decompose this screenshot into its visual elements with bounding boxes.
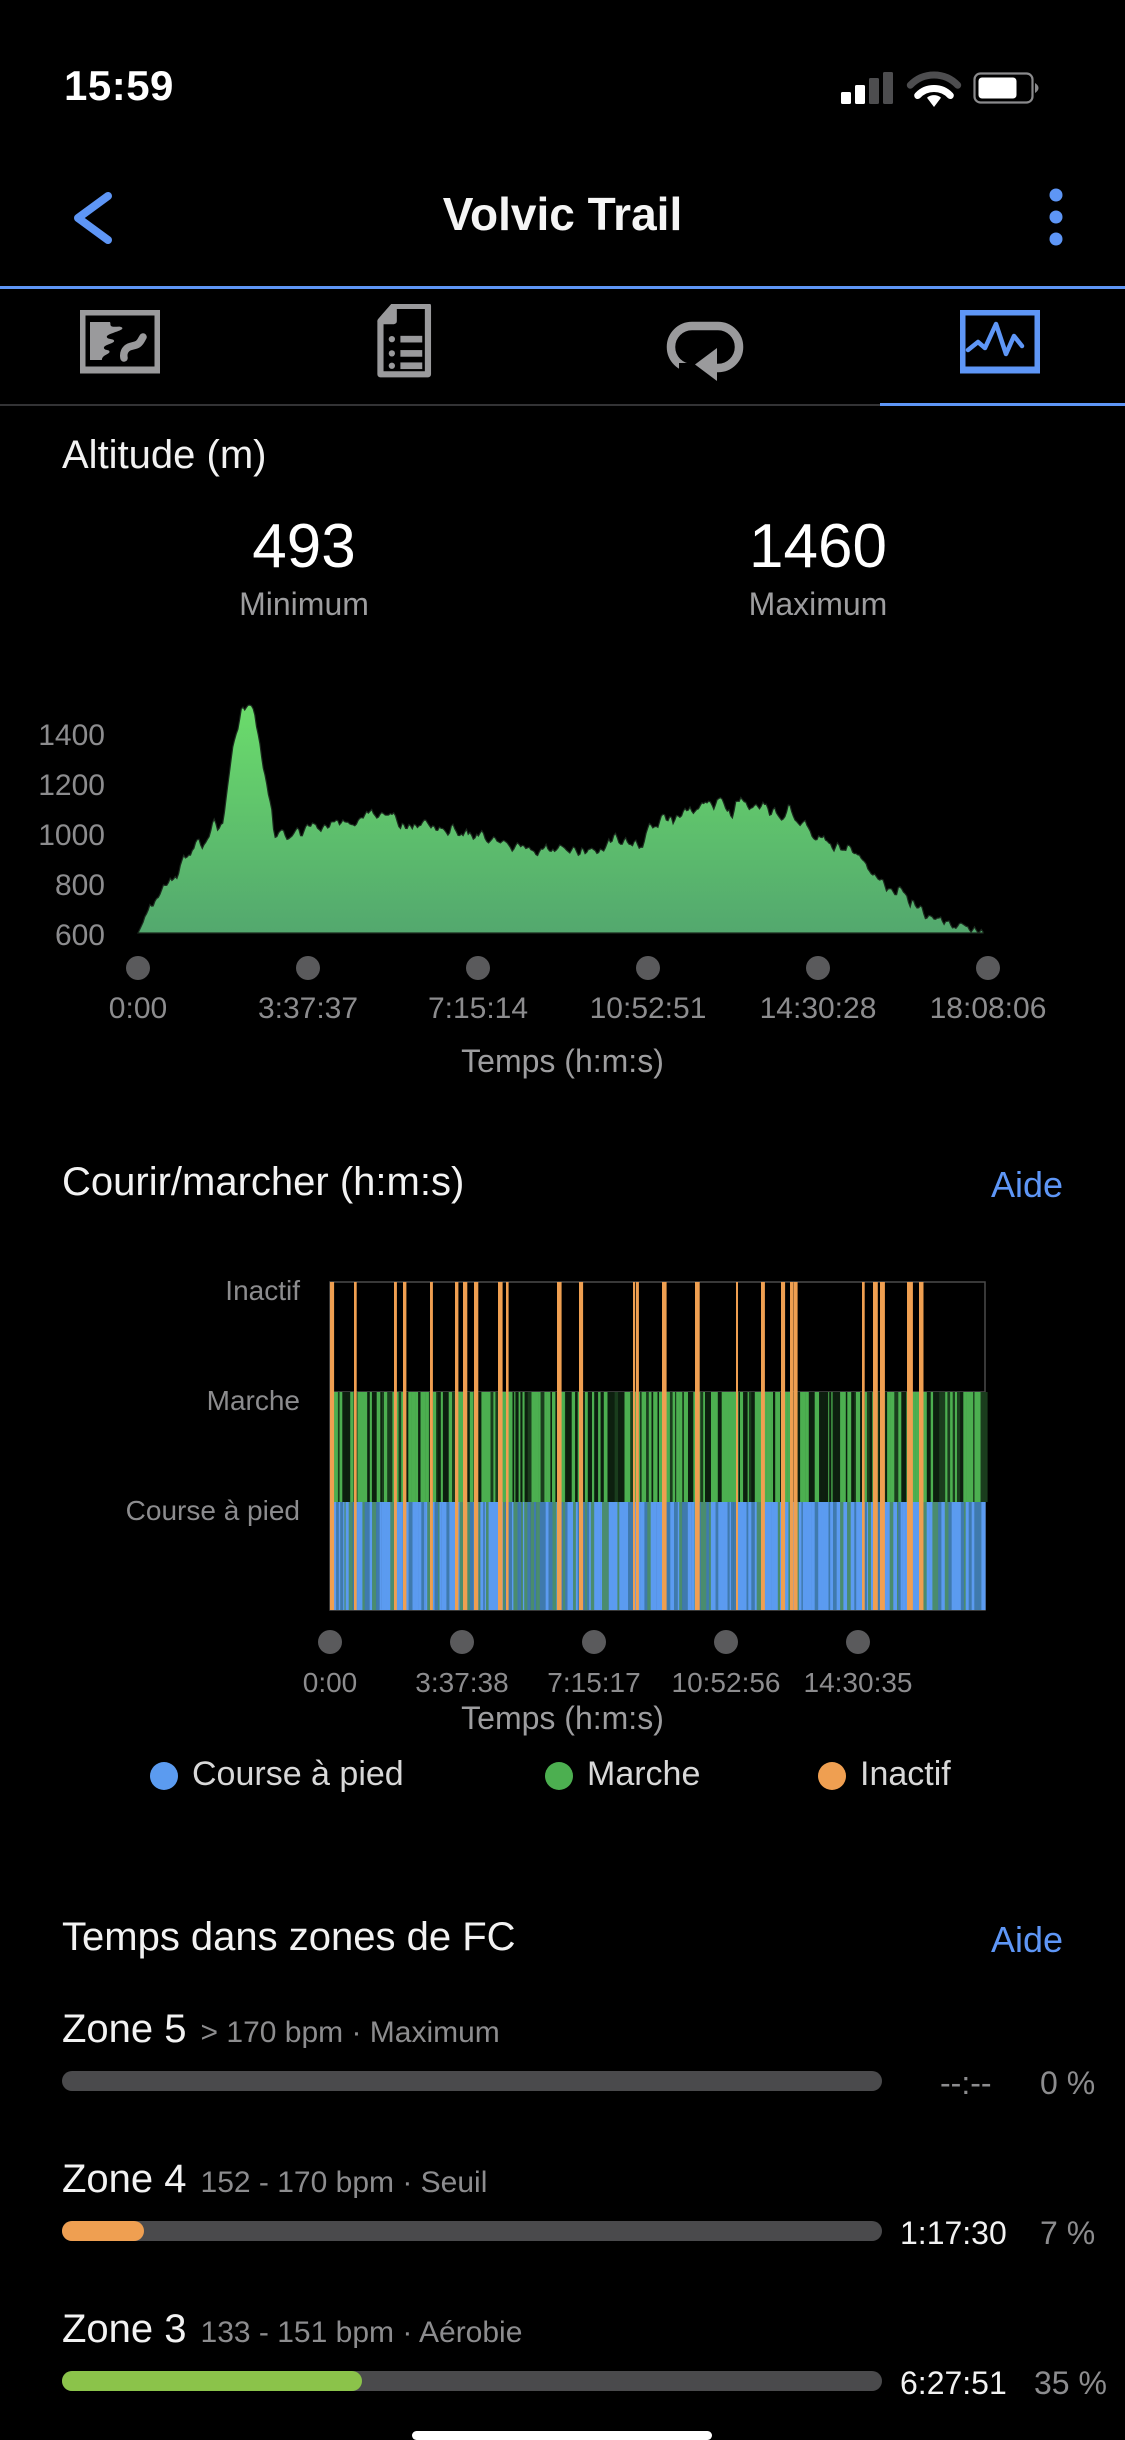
svg-text:7:15:14: 7:15:14 [428, 992, 528, 1025]
svg-text:10:52:56: 10:52:56 [672, 1667, 781, 1698]
svg-text:7:15:17: 7:15:17 [547, 1667, 640, 1698]
svg-text:800: 800 [55, 869, 105, 902]
svg-text:14:30:35: 14:30:35 [804, 1667, 913, 1698]
svg-text:10:52:51: 10:52:51 [590, 992, 707, 1025]
svg-text:0:00: 0:00 [109, 992, 167, 1025]
svg-text:1400: 1400 [38, 719, 105, 752]
svg-text:14:30:28: 14:30:28 [760, 992, 877, 1025]
svg-text:3:37:38: 3:37:38 [415, 1667, 508, 1698]
svg-text:0:00: 0:00 [303, 1667, 358, 1698]
svg-text:18:08:06: 18:08:06 [930, 992, 1047, 1025]
svg-text:600: 600 [55, 919, 105, 952]
svg-text:1200: 1200 [38, 769, 105, 802]
svg-text:3:37:37: 3:37:37 [258, 992, 358, 1025]
svg-text:Marche: Marche [207, 1385, 300, 1416]
svg-text:Course à pied: Course à pied [126, 1495, 300, 1526]
svg-text:Inactif: Inactif [225, 1280, 300, 1306]
svg-text:1000: 1000 [38, 819, 105, 852]
